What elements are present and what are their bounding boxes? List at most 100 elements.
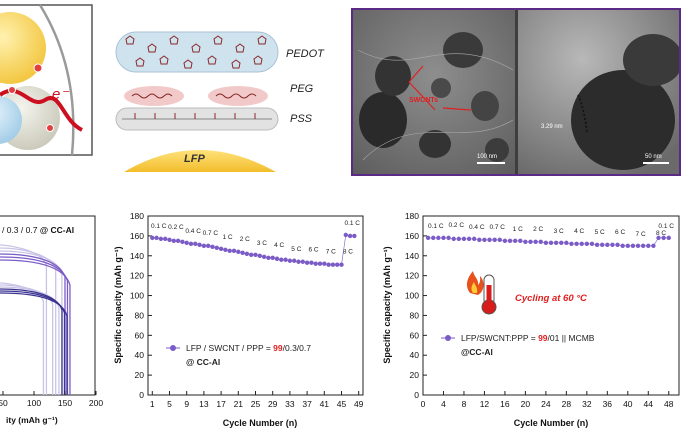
middle-data-point <box>309 260 314 265</box>
tem-image-frame: SWCNTs 100 nm 3.29 nm 50 nm <box>351 8 681 176</box>
right-chart-xlabel: Cycle Number (n) <box>514 418 589 428</box>
middle-data-point <box>249 252 254 257</box>
right-rate-label: 6 C <box>615 229 625 236</box>
right-data-point <box>625 243 630 249</box>
middle-data-point <box>266 255 271 260</box>
middle-x-tick-label: 25 <box>251 399 261 409</box>
particle-schematic: e⁻ <box>0 4 93 156</box>
middle-data-point <box>283 257 288 262</box>
right-rate-label: 0.4 C <box>469 224 485 231</box>
middle-rate-label: 0.4 C <box>185 228 201 235</box>
right-y-tick-label: 180 <box>405 211 419 221</box>
lfp-particle-yellow <box>0 12 46 84</box>
middle-data-point <box>274 256 280 261</box>
right-x-tick-label: 0 <box>421 399 426 409</box>
middle-data-point <box>326 262 331 267</box>
lfp-substrate <box>124 150 276 172</box>
right-y-tick-label: 160 <box>405 231 419 241</box>
middle-data-point <box>322 261 327 266</box>
right-rate-label: 2 C <box>533 226 543 233</box>
right-rate-label: 8 C <box>656 230 666 237</box>
right-data-point <box>487 237 492 243</box>
right-data-point <box>640 243 646 249</box>
right-x-tick-label: 48 <box>664 399 674 409</box>
right-x-tick-label: 16 <box>500 399 510 409</box>
right-data-point <box>656 235 661 241</box>
middle-data-point <box>296 259 301 264</box>
thermometer-icon <box>481 274 497 315</box>
right-chart-frame <box>422 215 680 396</box>
right-data-point <box>548 240 554 246</box>
right-data-point <box>543 240 549 246</box>
peg-label: PEG <box>290 83 314 95</box>
middle-data-point <box>197 242 202 248</box>
middle-x-tick-label: 9 <box>184 399 189 409</box>
right-data-point <box>564 240 569 246</box>
right-data-point <box>472 236 477 242</box>
middle-chart-frame <box>147 215 364 396</box>
middle-data-point <box>253 252 258 257</box>
middle-x-tick-label: 29 <box>268 399 278 409</box>
right-x-tick-label: 28 <box>562 399 572 409</box>
right-data-point <box>512 238 518 244</box>
right-data-point <box>497 237 502 243</box>
middle-rate-label: 8 C <box>343 249 353 256</box>
left-x-tick-label: 50 <box>0 398 8 408</box>
right-y-tick-label: 40 <box>410 350 420 360</box>
middle-y-tick-label: 40 <box>135 350 145 360</box>
middle-rate-label: 1 C <box>222 234 232 241</box>
right-y-tick-label: 140 <box>405 251 419 261</box>
right-data-point <box>584 241 590 247</box>
polymer-layer-schematic: LFP PEDOT PEG PSS <box>115 31 325 172</box>
right-data-point <box>523 239 528 245</box>
middle-chart-xlabel: Cycle Number (n) <box>223 418 298 428</box>
middle-data-point <box>304 260 310 265</box>
charge-discharge-curve <box>0 247 57 395</box>
middle-data-point <box>300 259 305 264</box>
middle-x-tick-label: 45 <box>337 399 347 409</box>
lfp-label: LFP <box>184 153 205 165</box>
charge-discharge-curve <box>0 256 69 395</box>
middle-data-point <box>175 238 181 244</box>
right-x-tick-label: 40 <box>623 399 633 409</box>
tem-scale-left: 100 nm <box>477 154 497 160</box>
middle-legend-line2: @ CC-Al <box>186 357 220 367</box>
middle-x-tick-label: 33 <box>285 399 295 409</box>
middle-data-point <box>343 232 348 238</box>
right-data-point <box>620 243 625 249</box>
right-x-tick-label: 24 <box>541 399 551 409</box>
right-rate-label: 4 C <box>574 228 584 235</box>
right-data-point <box>574 241 579 247</box>
right-legend-text: LFP/SWCNT:PPP = 99/01 || MCMB <box>461 333 595 343</box>
right-rate-label: 0.2 C <box>449 222 465 229</box>
middle-rate-label: 5 C <box>291 246 301 253</box>
middle-data-point <box>223 247 228 253</box>
right-data-point <box>589 241 595 247</box>
right-data-point <box>646 243 651 249</box>
middle-legend-text: LFP / SWCNT / PPP = 99/0.3/0.7 <box>186 343 311 353</box>
middle-rate-label: 6 C <box>308 247 318 254</box>
middle-data-point <box>180 239 185 245</box>
charge-discharge-curve <box>0 282 45 395</box>
charge-discharge-curve <box>0 244 48 395</box>
middle-y-tick-label: 120 <box>130 271 144 281</box>
middle-data-point <box>335 262 340 267</box>
right-rate-label: 1 C <box>513 226 523 233</box>
right-y-tick-label: 80 <box>410 310 420 320</box>
right-data-point <box>466 236 472 242</box>
right-data-point <box>600 242 605 248</box>
middle-data-point <box>313 261 318 266</box>
cycling-temperature-annotation: Cycling at 60 °C <box>515 293 587 304</box>
middle-x-tick-label: 41 <box>320 399 330 409</box>
middle-rate-label: 3 C <box>257 240 267 247</box>
middle-x-tick-label: 1 <box>150 399 155 409</box>
middle-x-tick-label: 37 <box>302 399 312 409</box>
right-data-point <box>528 239 533 245</box>
left-x-tick-label: 200 <box>89 398 103 408</box>
right-y-tick-label: 100 <box>405 291 419 301</box>
middle-rate-label: 0.7 C <box>203 230 219 237</box>
tem-images: SWCNTs 100 nm 3.29 nm 50 nm <box>353 10 679 174</box>
pedot-label: PEDOT <box>286 48 325 60</box>
middle-data-point <box>210 244 215 250</box>
